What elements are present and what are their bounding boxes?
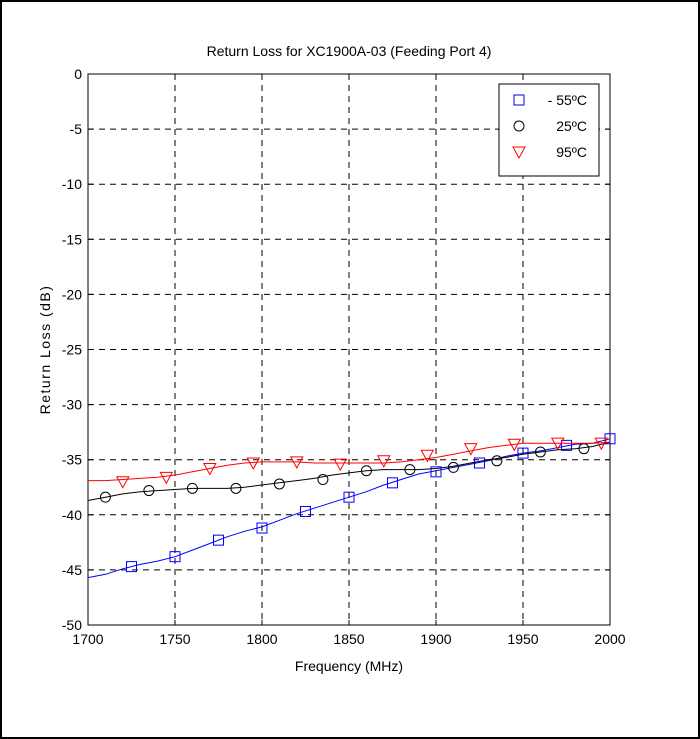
data-point (186, 482, 198, 494)
series-line (87, 441, 611, 501)
series-line (88, 441, 611, 482)
data-point (360, 465, 372, 477)
x-tick-label: 1750 (159, 631, 190, 647)
data-point (213, 534, 224, 546)
data-point (387, 477, 398, 489)
x-tick-label: 2000 (594, 631, 625, 647)
data-point (169, 551, 181, 563)
data-point (300, 505, 311, 517)
data-point (420, 449, 435, 463)
x-tick-label: 1850 (333, 631, 364, 647)
data-point (143, 485, 155, 497)
data-point (404, 464, 416, 476)
y-tick-label: -50 (62, 617, 82, 633)
x-tick-label: 1800 (246, 631, 277, 647)
data-point (604, 433, 616, 445)
data-point (474, 457, 485, 469)
legend-marker (512, 146, 526, 160)
y-tick-label: -40 (62, 507, 82, 523)
data-point (463, 443, 478, 456)
data-point (273, 478, 285, 490)
x-tick-label: 1700 (72, 631, 103, 647)
data-point (246, 457, 261, 471)
legend-label: 25ºC (556, 118, 587, 134)
x-tick-label: 1950 (507, 631, 538, 647)
data-point (99, 491, 111, 503)
x-axis-label: Frequency (MHz) (295, 658, 403, 674)
data-point (159, 471, 174, 485)
data-point (230, 482, 242, 494)
x-tick-label: 1900 (420, 631, 451, 647)
legend-label: 95ºC (556, 144, 587, 160)
data-point (115, 476, 130, 489)
data-point (507, 438, 522, 452)
data-point (202, 463, 217, 476)
chart-title: Return Loss for XC1900A-03 (Feeding Port… (207, 43, 492, 59)
y-axis-label: Return Loss (dB) (37, 285, 53, 415)
data-point (447, 461, 459, 473)
data-point (578, 443, 590, 455)
grid-layer (88, 74, 610, 625)
data-point (561, 439, 572, 451)
y-tick-label: 0 (74, 66, 82, 82)
series-layer (87, 433, 616, 579)
legend: - 55ºC 25ºC 95ºC (498, 83, 600, 177)
data-point (376, 455, 391, 468)
y-tick-label: -20 (62, 286, 82, 302)
data-point (534, 446, 546, 458)
ticks-layer: 1700 1750 1800 1850 1900 1950 2000 0 -5 -10 -15 -20… (62, 66, 626, 647)
legend-marker (513, 120, 525, 132)
series-1 (87, 433, 616, 579)
y-tick-label: -5 (70, 121, 83, 137)
data-point (550, 437, 565, 451)
series-line (87, 438, 611, 579)
data-point (430, 466, 442, 478)
y-tick-label: -35 (62, 452, 82, 468)
y-tick-label: -30 (62, 397, 82, 413)
data-point (343, 491, 355, 503)
data-point (256, 522, 268, 534)
series-2 (87, 441, 611, 503)
series-3 (88, 437, 611, 489)
data-point (333, 458, 348, 472)
legend-label: - 55ºC (548, 92, 587, 108)
y-tick-label: -10 (62, 176, 82, 192)
legend-marker (513, 94, 525, 106)
y-tick-label: -45 (62, 562, 82, 578)
data-point (126, 561, 137, 573)
data-point (594, 437, 609, 451)
y-tick-label: -15 (62, 231, 82, 247)
data-point (491, 455, 503, 467)
y-tick-label: -25 (62, 342, 82, 358)
data-point (289, 456, 304, 469)
data-point (317, 474, 329, 486)
